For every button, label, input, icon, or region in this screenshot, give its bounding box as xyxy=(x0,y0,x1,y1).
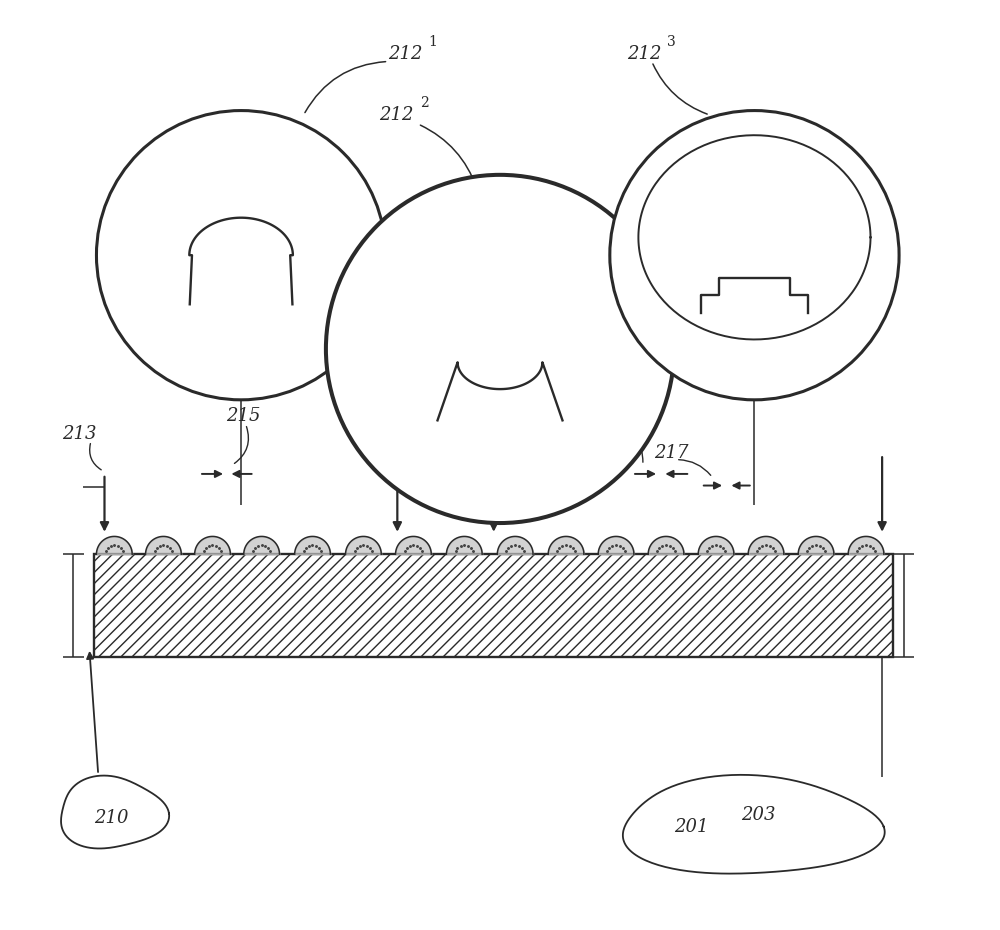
Text: 215: 215 xyxy=(226,407,260,425)
Text: 212: 212 xyxy=(498,420,533,438)
Text: 1: 1 xyxy=(429,34,437,48)
Text: 213: 213 xyxy=(63,425,97,443)
Polygon shape xyxy=(623,775,885,873)
Text: 212: 212 xyxy=(379,106,414,124)
Text: 214: 214 xyxy=(355,405,390,423)
Text: 201: 201 xyxy=(674,817,709,835)
Text: 212: 212 xyxy=(388,46,423,63)
Text: 216: 216 xyxy=(594,406,628,424)
Text: 3: 3 xyxy=(667,34,676,48)
Text: 212: 212 xyxy=(627,46,661,63)
Text: 217: 217 xyxy=(654,444,689,461)
Circle shape xyxy=(326,175,674,523)
Polygon shape xyxy=(61,776,169,848)
Text: 203: 203 xyxy=(741,806,776,824)
Circle shape xyxy=(96,111,386,400)
Text: 210: 210 xyxy=(94,809,129,827)
Text: 2: 2 xyxy=(420,96,428,110)
Circle shape xyxy=(610,111,899,400)
Bar xyxy=(94,554,893,657)
